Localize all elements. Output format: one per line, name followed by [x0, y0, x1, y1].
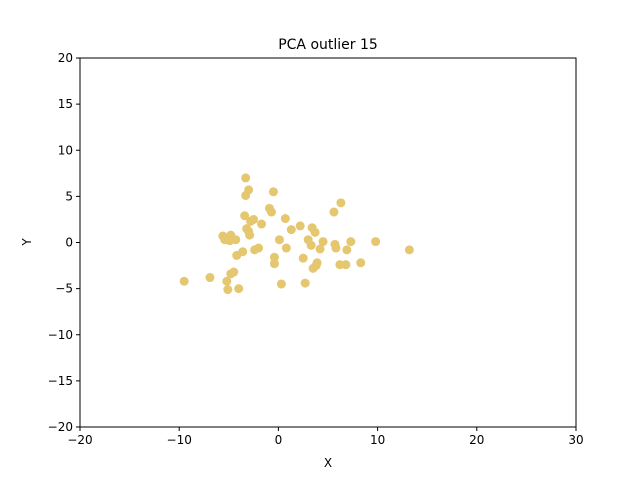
- x-tick-label: 20: [469, 433, 484, 447]
- y-tick-label: −20: [48, 420, 73, 434]
- data-point: [276, 279, 286, 289]
- data-point: [238, 247, 248, 257]
- x-tick-label: 10: [370, 433, 385, 447]
- data-point: [241, 173, 251, 183]
- data-point: [298, 253, 308, 263]
- data-point: [257, 219, 267, 229]
- data-point: [268, 187, 278, 197]
- data-points: [179, 173, 414, 295]
- data-point: [356, 258, 366, 268]
- x-tick-label: −10: [167, 433, 192, 447]
- data-point: [222, 276, 232, 286]
- data-point: [281, 243, 291, 253]
- data-point: [371, 237, 381, 247]
- y-tick-label: 5: [65, 189, 73, 203]
- data-point: [300, 278, 310, 288]
- y-tick-label: 15: [58, 97, 73, 111]
- data-point: [231, 235, 241, 245]
- data-point: [310, 227, 320, 237]
- data-point: [331, 243, 341, 253]
- data-point: [269, 259, 279, 269]
- data-point: [266, 207, 276, 217]
- data-point: [240, 211, 250, 221]
- data-point: [229, 267, 239, 277]
- data-point: [223, 285, 233, 295]
- data-point: [254, 243, 264, 253]
- y-tick-label: 20: [58, 51, 73, 65]
- x-axis-ticks: −20 −10 0 10 20 30: [67, 427, 584, 447]
- data-point: [205, 273, 215, 283]
- y-tick-label: 0: [65, 236, 73, 250]
- x-axis-label: X: [324, 456, 332, 470]
- y-tick-label: −15: [48, 374, 73, 388]
- y-axis-ticks: −20 −15 −10 −5 0 5 10 15 20: [48, 51, 80, 434]
- y-tick-label: 10: [58, 143, 73, 157]
- data-point: [249, 214, 259, 224]
- data-point: [295, 221, 305, 231]
- x-tick-label: −20: [67, 433, 92, 447]
- x-tick-label: 0: [275, 433, 283, 447]
- data-point: [280, 214, 290, 224]
- data-point: [245, 230, 255, 240]
- plot-frame: [79, 57, 577, 428]
- data-point: [306, 240, 316, 250]
- data-point: [269, 252, 279, 262]
- data-point: [312, 258, 322, 268]
- data-point: [404, 245, 414, 255]
- x-tick-label: 30: [568, 433, 583, 447]
- data-point: [341, 260, 351, 270]
- data-point: [244, 185, 254, 195]
- y-axis-label: Y: [20, 238, 34, 247]
- data-point: [286, 225, 296, 235]
- data-point: [315, 244, 325, 254]
- chart-title: PCA outlier 15: [278, 37, 378, 53]
- data-point: [329, 207, 339, 217]
- data-point: [336, 198, 346, 208]
- data-point: [342, 245, 352, 255]
- data-point: [346, 237, 356, 247]
- y-tick-label: −10: [48, 328, 73, 342]
- data-point: [234, 284, 244, 294]
- data-point: [274, 235, 284, 245]
- data-point: [318, 237, 328, 247]
- data-point: [179, 276, 189, 286]
- y-tick-label: −5: [55, 282, 73, 296]
